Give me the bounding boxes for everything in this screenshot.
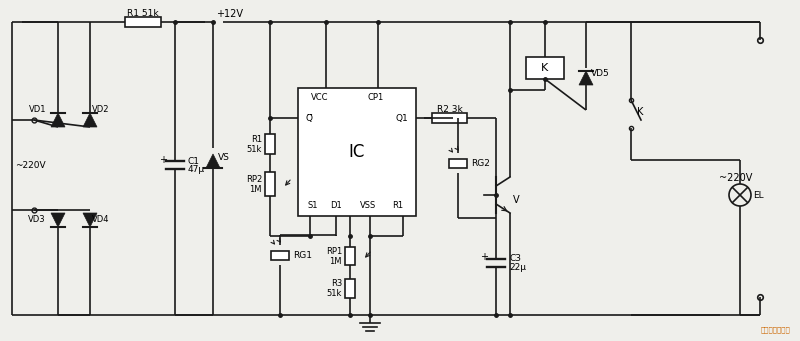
Text: 1M: 1M (330, 256, 342, 266)
Polygon shape (51, 213, 65, 227)
Text: VSS: VSS (360, 202, 376, 210)
Bar (298, 88, 416, 216)
Text: 51k: 51k (246, 145, 262, 153)
Bar (265, 173, 275, 195)
Polygon shape (51, 113, 65, 127)
Text: RP2: RP2 (246, 175, 262, 183)
Text: R1: R1 (392, 202, 403, 210)
Text: VS: VS (218, 153, 230, 163)
Bar (345, 247, 355, 265)
Text: ~220V: ~220V (15, 161, 46, 169)
Text: RG2: RG2 (471, 159, 490, 167)
Text: ~220V: ~220V (718, 173, 752, 183)
Text: K: K (637, 107, 643, 117)
Text: C1: C1 (188, 157, 200, 165)
Text: 47μ: 47μ (188, 165, 205, 175)
Text: VD5: VD5 (591, 70, 610, 78)
Text: C3: C3 (509, 254, 521, 263)
Polygon shape (206, 154, 220, 168)
Text: 51k: 51k (326, 289, 342, 298)
Polygon shape (83, 113, 97, 127)
Bar (125, 17, 161, 27)
Text: S1: S1 (308, 202, 318, 210)
Text: 维库电子市场网: 维库电子市场网 (760, 327, 790, 333)
Text: V: V (513, 195, 519, 205)
Text: +: + (159, 155, 167, 165)
Text: EL: EL (753, 191, 764, 199)
Text: IC: IC (349, 143, 365, 161)
Text: RG1: RG1 (293, 251, 312, 260)
Text: VD2: VD2 (92, 105, 110, 115)
Polygon shape (579, 71, 593, 85)
Text: R1 51k: R1 51k (126, 10, 158, 18)
Text: +12V: +12V (217, 9, 243, 19)
Text: VD3: VD3 (28, 216, 46, 224)
Bar (432, 113, 467, 123)
Text: R1: R1 (251, 134, 262, 144)
Text: CP1: CP1 (368, 93, 384, 103)
Text: Q1: Q1 (395, 114, 408, 122)
Text: D1: D1 (330, 202, 342, 210)
Text: 22μ: 22μ (509, 263, 526, 272)
Text: VD4: VD4 (92, 216, 110, 224)
Bar (449, 159, 467, 167)
Text: R2 3k: R2 3k (437, 104, 462, 114)
Bar (265, 134, 275, 154)
Bar (271, 251, 289, 260)
Text: VD1: VD1 (29, 105, 46, 115)
Text: R3: R3 (330, 279, 342, 288)
Text: Q̅: Q̅ (306, 114, 313, 122)
Bar (526, 57, 564, 79)
Polygon shape (83, 213, 97, 227)
Text: K: K (542, 63, 549, 73)
Text: RP1: RP1 (326, 247, 342, 255)
Text: VCC: VCC (311, 93, 329, 103)
Text: +: + (480, 252, 488, 263)
Text: 1M: 1M (250, 184, 262, 193)
Bar (345, 279, 355, 298)
